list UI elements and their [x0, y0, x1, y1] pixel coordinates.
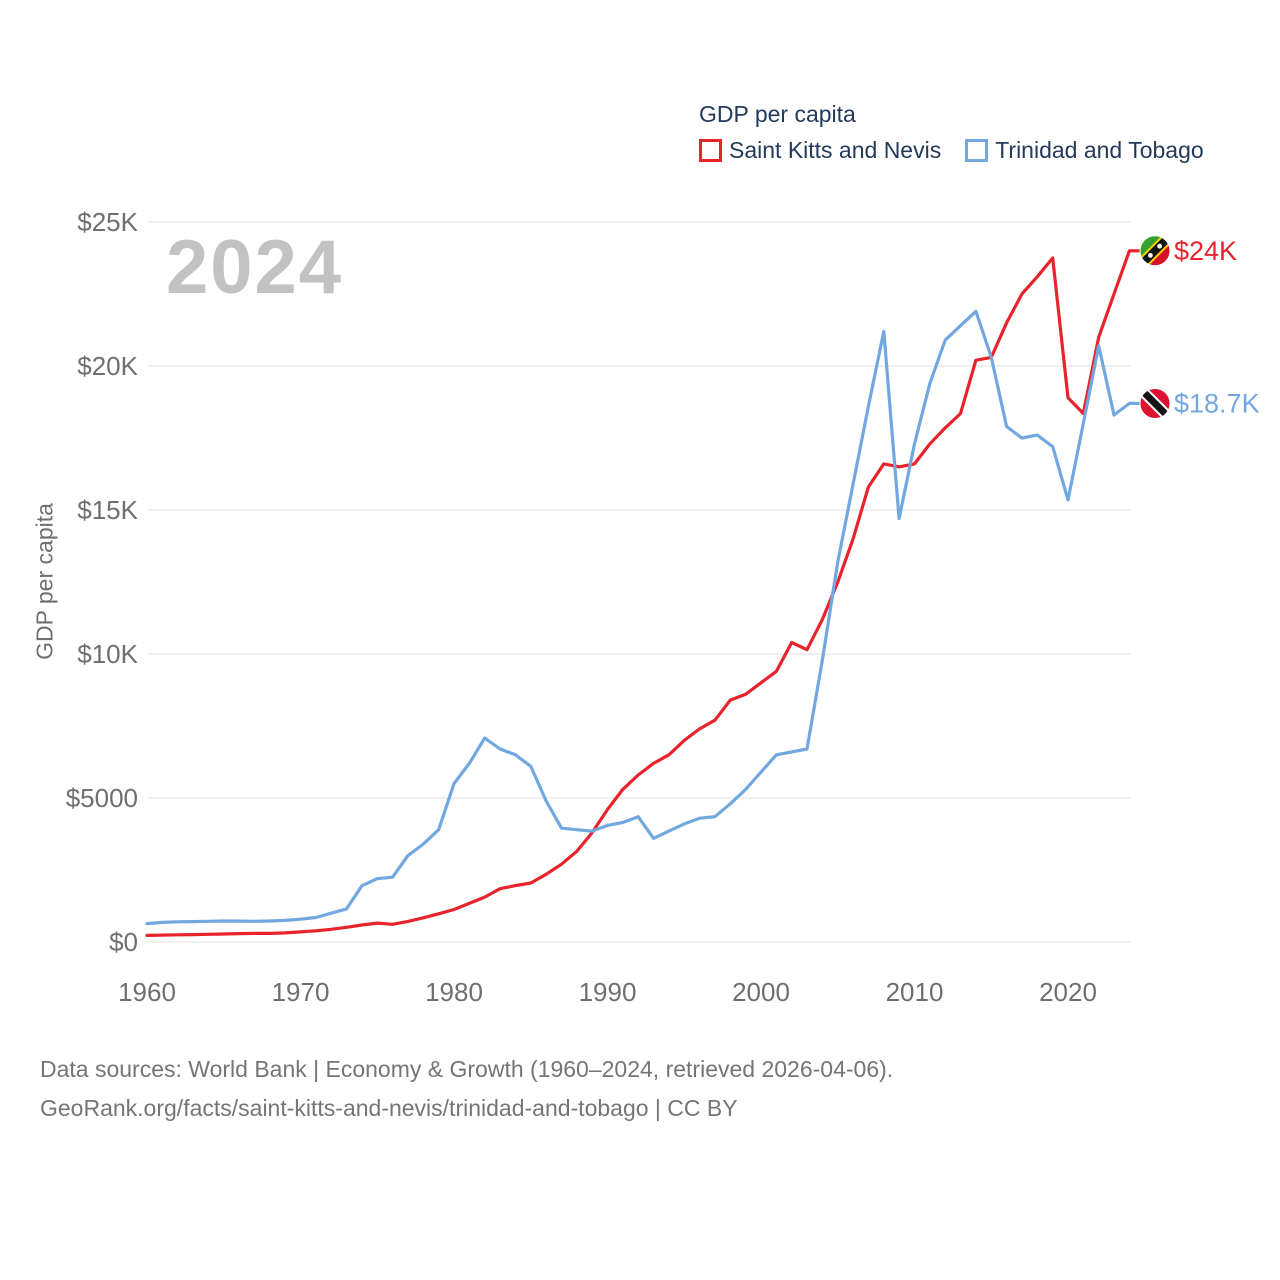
x-tick-label: 2010: [886, 977, 944, 1007]
axis-tick-labels: $0 $5000 $10K $15K $20K $25K 1960 1970 1980 1990 2…: [66, 207, 1097, 1007]
gdp-line-chart: $0 $5000 $10K $15K $20K $25K 1960 1970 1980 1990 2…: [66, 207, 1260, 1007]
y-tick-label: $5000: [66, 783, 138, 813]
y-axis-title: GDP per capita: [31, 503, 58, 660]
legend-items: Saint Kitts and Nevis Trinidad and Tobag…: [699, 137, 1204, 164]
end-value-label-saint-kitts-and-nevis-flag: $24K: [1174, 236, 1237, 266]
y-tick-label: $20K: [77, 351, 138, 381]
trinidad-and-tobago-flag-icon: [1139, 387, 1171, 419]
watermark-year: 2024: [166, 225, 344, 310]
gridlines: [148, 221, 1130, 943]
x-tick-label: 2020: [1039, 977, 1097, 1007]
x-tick-label: 1960: [118, 977, 176, 1007]
saint-kitts-and-nevis-flag-icon: [1138, 234, 1172, 268]
legend-title: GDP per capita: [699, 101, 856, 127]
legend-item-saint-kitts-and-nevis[interactable]: Saint Kitts and Nevis: [699, 137, 941, 164]
series-line-trinidad-and-tobago[interactable]: [145, 309, 1142, 926]
red-series-swatch-icon: [699, 139, 722, 162]
legend-item-trinidad-and-tobago[interactable]: Trinidad and Tobago: [965, 137, 1204, 164]
y-tick-label: $0: [109, 927, 138, 957]
series-line-saint-kitts-and-nevis[interactable]: [145, 249, 1142, 938]
x-tick-label: 2000: [732, 977, 790, 1007]
x-tick-label: 1980: [425, 977, 483, 1007]
end-value-label-trinidad-and-tobago-flag: $18.7K: [1174, 388, 1260, 418]
series-end-markers: $24K $18.7K: [1138, 234, 1260, 420]
x-tick-label: 1970: [272, 977, 330, 1007]
footer-attribution: Data sources: World Bank | Economy & Gro…: [40, 1050, 893, 1128]
blue-series-swatch-icon: [965, 139, 989, 162]
footer-data-sources: Data sources: World Bank | Economy & Gro…: [40, 1056, 894, 1082]
x-tick-label: 1990: [579, 977, 637, 1007]
legend-label: Saint Kitts and Nevis: [729, 137, 942, 163]
chart-legend: GDP per capita Saint Kitts and Nevis Tri…: [699, 101, 1204, 164]
y-tick-label: $15K: [77, 495, 138, 525]
legend-label: Trinidad and Tobago: [995, 137, 1204, 163]
y-tick-label: $10K: [77, 639, 138, 669]
data-series-lines: [145, 249, 1142, 938]
y-tick-label: $25K: [77, 207, 138, 237]
footer-url: GeoRank.org/facts/saint-kitts-and-nevis/…: [40, 1095, 738, 1121]
